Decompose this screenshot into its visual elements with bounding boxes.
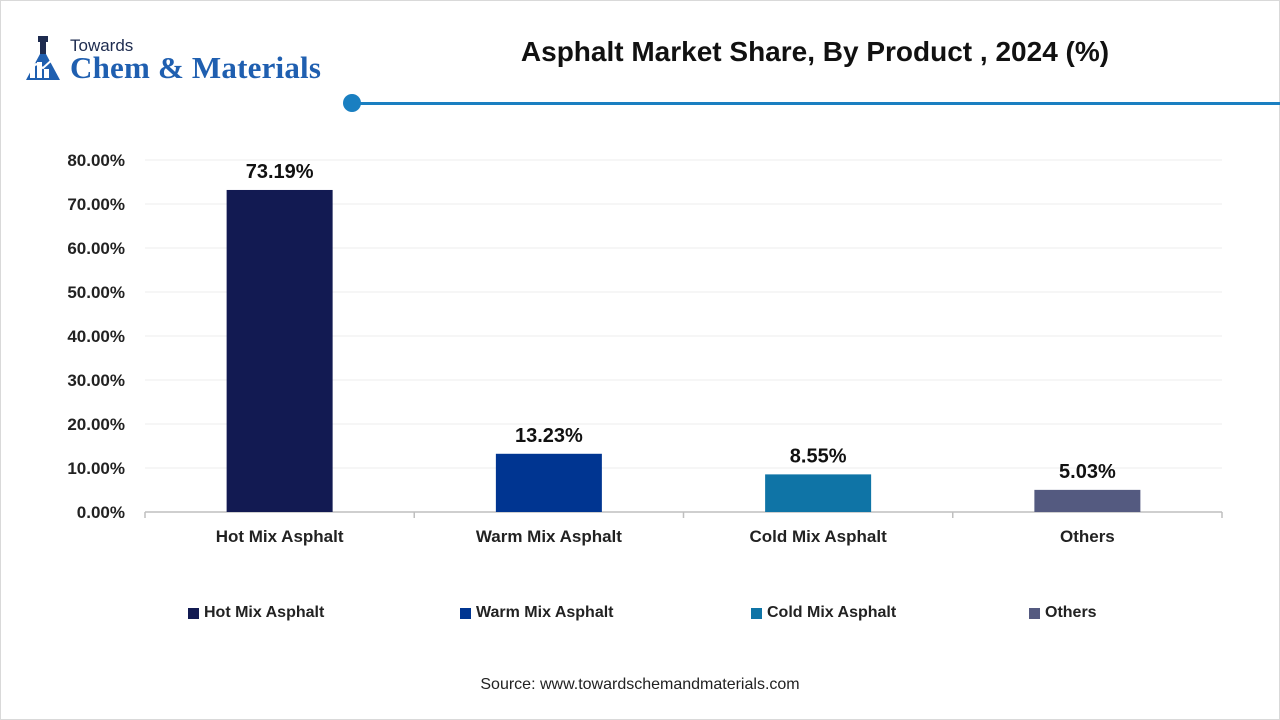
legend-item-warm-mix[interactable]: Warm Mix Asphalt	[460, 604, 614, 622]
legend-label: Hot Mix Asphalt	[204, 604, 325, 621]
chart-title: Asphalt Market Share, By Product , 2024 …	[520, 36, 1110, 67]
title-underline-dot	[343, 94, 361, 112]
y-tick-label: 40.00%	[67, 327, 125, 346]
x-tick-label: Hot Mix Asphalt	[216, 527, 344, 546]
legend-item-cold-mix[interactable]: Cold Mix Asphalt	[751, 604, 896, 622]
y-tick-label: 60.00%	[67, 239, 125, 258]
data-label: 5.03%	[1059, 461, 1116, 483]
data-label: 8.55%	[790, 445, 847, 467]
y-tick-label: 0.00%	[77, 503, 125, 522]
legend-item-hot-mix[interactable]: Hot Mix Asphalt	[188, 604, 324, 622]
source-note: Source: www.towardschemandmaterials.com	[480, 676, 800, 693]
bar-warm-mix-asphalt	[495, 453, 602, 512]
flask-icon	[26, 36, 60, 80]
legend-label: Cold Mix Asphalt	[767, 604, 897, 621]
y-tick-label: 30.00%	[67, 371, 125, 390]
data-label: 73.19%	[246, 161, 314, 183]
legend-swatch	[1029, 607, 1040, 619]
y-tick-label: 10.00%	[67, 459, 125, 478]
bar-hot-mix-asphalt	[226, 189, 333, 513]
x-tick-label: Others	[1060, 527, 1115, 546]
legend-swatch	[460, 607, 471, 619]
bar-cold-mix-asphalt	[765, 474, 872, 512]
y-tick-label: 50.00%	[67, 283, 125, 302]
data-label: 13.23%	[515, 425, 583, 447]
brand-name: Chem & Materials	[70, 50, 322, 85]
bar-chart: 0.00% 10.00% 20.00% 30.00% 40.00% 50.00% 60.00…	[67, 151, 1223, 546]
brand-towards: Towards	[70, 36, 134, 55]
bar-others	[1034, 489, 1141, 512]
legend-label: Warm Mix Asphalt	[476, 604, 614, 621]
x-tick-label: Cold Mix Asphalt	[749, 527, 887, 546]
legend-label: Others	[1045, 604, 1097, 621]
y-tick-label: 20.00%	[67, 415, 125, 434]
y-tick-label: 80.00%	[67, 151, 125, 170]
y-tick-label: 70.00%	[67, 195, 125, 214]
chart-legend: Hot Mix Asphalt Warm Mix Asphalt Cold Mi…	[0, 604, 1280, 626]
legend-swatch	[751, 607, 762, 619]
title-underline	[352, 102, 1280, 105]
legend-swatch	[188, 607, 199, 619]
x-tick-label: Warm Mix Asphalt	[476, 527, 622, 546]
legend-item-others[interactable]: Others	[1029, 604, 1097, 622]
brand-logo[interactable]: Towards Chem & Materials	[22, 34, 342, 90]
